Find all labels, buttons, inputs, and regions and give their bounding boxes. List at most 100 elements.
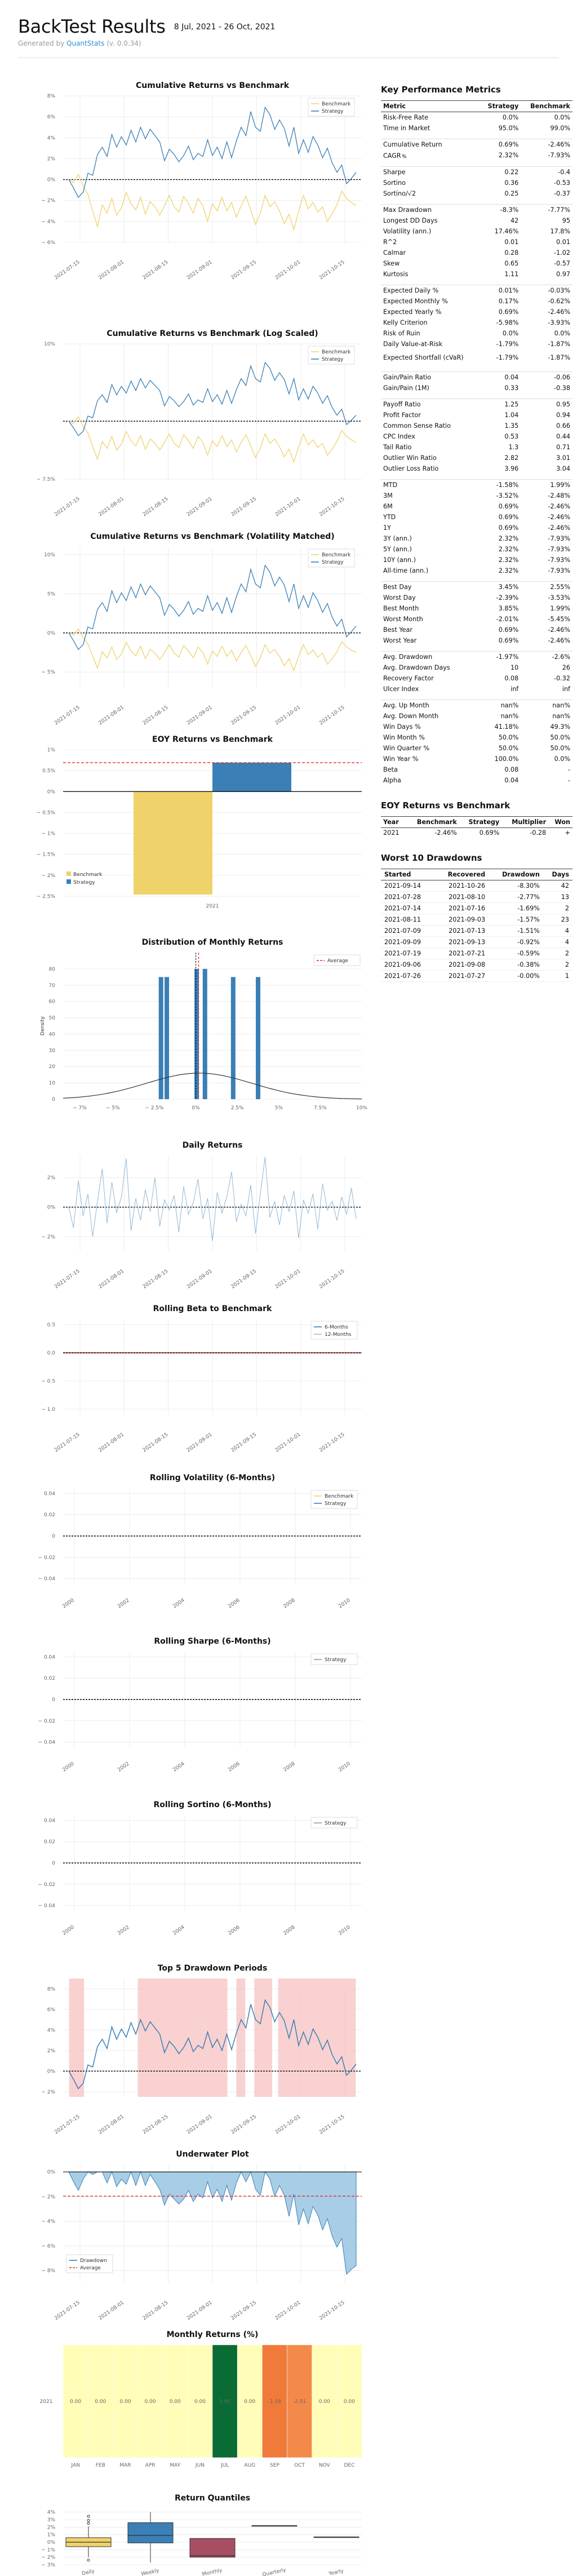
x-tick-label: 2021-09-15 (230, 2114, 258, 2135)
legend-label: Average (327, 958, 348, 964)
y-tick-label: 0% (47, 2540, 56, 2546)
legend-label: Benchmark (322, 552, 351, 558)
metric-row: Avg. Down Month nan% nan% (381, 711, 572, 722)
y-tick-label: 5% (47, 591, 56, 597)
metric-name: Volatility (ann.) (383, 227, 432, 235)
x-tick-label: 2021-10-01 (274, 496, 302, 517)
metric-benchmark-value: -0.53 (554, 179, 570, 187)
metric-name: Avg. Drawdown Days (383, 663, 450, 671)
x-tick-label: NOV (319, 2463, 331, 2468)
legend-label: Strategy (322, 357, 344, 362)
metric-strategy-value: 0.69% (498, 308, 519, 316)
metric-strategy-value: -1.79% (496, 340, 519, 348)
metric-row: CPC Index 0.53 0.44 (381, 431, 572, 442)
metric-row: Best Day 3.45% 2.55% (381, 582, 572, 592)
drawdown-row: 2021-07-26 2021-07-27 -0.00% 1 (381, 970, 572, 982)
drawdown-cell: 4 (543, 925, 572, 937)
metric-row: 10Y (ann.) 2.32% -7.93% (381, 555, 572, 565)
y-tick-label: 0.04 (44, 1818, 55, 1823)
metric-strategy-value: 100.0% (494, 755, 519, 763)
x-tick-label: OCT (294, 2463, 305, 2468)
metric-strategy-value: 0.65 (504, 259, 519, 267)
chart-title: Top 5 Drawdown Periods (158, 1964, 268, 1973)
quantstats-link[interactable]: QuantStats (66, 39, 105, 47)
metric-benchmark-value: inf (562, 685, 570, 693)
eoy-cell: 0.69% (479, 829, 500, 837)
metric-row: CAGR﹪ 2.32% -7.93% (381, 150, 572, 161)
metric-row: Gain/Pain Ratio 0.04 -0.06 (381, 372, 572, 383)
metric-benchmark-value: 1.99% (550, 481, 570, 489)
metric-strategy-value: 3.85% (498, 604, 519, 612)
metric-benchmark-value: - (567, 765, 570, 773)
metric-row: Avg. Drawdown Days 10 26 (381, 662, 572, 673)
x-tick-label: 2000 (61, 1761, 76, 1773)
legend-box (308, 98, 355, 117)
y-tick-label: 0% (47, 2069, 56, 2074)
x-tick-label: 2021-09-01 (186, 2114, 214, 2135)
metric-name: Max Drawdown (383, 206, 432, 214)
generator-version: (v. 0.0.34) (106, 39, 141, 47)
metric-strategy-value: 0.69% (498, 502, 519, 510)
drawdown-period-band (254, 1979, 272, 2097)
eoy-table: Year Benchmark Strategy Multiplier Won 2021 -… (381, 816, 572, 839)
y-tick-label: 0.04 (44, 1654, 55, 1660)
legend-label: Strategy (325, 1657, 347, 1663)
metric-row: Avg. Up Month nan% nan% (381, 700, 572, 711)
metric-row: Cumulative Return 0.69% -2.46% (381, 139, 572, 150)
legend-box (310, 1321, 358, 1340)
metric-benchmark-value: -2.46% (548, 140, 570, 148)
drawdown-cell: 42 (543, 880, 572, 892)
x-tick-label: 2021-08-01 (97, 2300, 125, 2321)
heatmap-cell (187, 2344, 213, 2458)
metric-name: Sortino (383, 179, 406, 187)
x-tick-label: 5% (275, 1105, 283, 1111)
metric-row: 6M 0.69% -2.46% (381, 501, 572, 512)
drawdown-cell: 2021-07-13 (434, 925, 489, 937)
metric-benchmark-value: -0.4 (558, 168, 570, 176)
x-tick-label: 2021-10-01 (274, 705, 302, 726)
y-tick-label: 2% (47, 2525, 56, 2530)
x-tick-label: 2021-07-15 (54, 2300, 81, 2321)
x-tick-label: 2010 (338, 1597, 352, 1609)
heatmap-value: 0.00 (319, 2399, 330, 2405)
x-tick-label: JAN (70, 2463, 79, 2468)
drawdown-row: 2021-07-14 2021-07-16 -1.69% 2 (381, 902, 572, 914)
x-tick-label: 2021-10-15 (318, 705, 346, 726)
metric-row: 1Y 0.69% -2.46% (381, 523, 572, 533)
y-tick-label: 10% (44, 342, 55, 347)
metric-benchmark-value: -2.46% (548, 502, 570, 510)
metric-strategy-value: 0.08 (504, 765, 519, 773)
chart-title: Monthly Returns (%) (167, 2330, 259, 2339)
drawdown-period-band (137, 1979, 228, 2097)
drawdown-cell: 4 (543, 936, 572, 948)
group-separator (381, 393, 572, 399)
metric-benchmark-value: 0.01 (556, 238, 570, 246)
metric-strategy-value: -2.01% (496, 615, 519, 623)
column-header: Drawdown (489, 869, 543, 880)
x-tick-label: 2021-09-15 (230, 259, 258, 281)
y-tick-label: − 4% (41, 219, 55, 225)
strategy-line (68, 106, 357, 198)
legend-label: 6-Months (325, 1325, 348, 1330)
chart-title: Underwater Plot (176, 2150, 249, 2159)
report-title: BackTest Results (18, 16, 166, 37)
heatmap-cell (237, 2344, 263, 2458)
metric-strategy-value: 2.32% (498, 556, 519, 564)
metric-name: 1Y (383, 524, 391, 532)
group-separator (381, 645, 572, 652)
x-tick-label: 2021-09-01 (186, 1268, 214, 1290)
chart-monthly-distribution: Distribution of Monthly Returns 80 70 60 50 4… (18, 936, 373, 1122)
x-tick-label: 2021-09-01 (186, 1432, 214, 1453)
heatmap-value: -2.01 (293, 2399, 306, 2405)
metric-name: Daily Value-at-Risk (383, 340, 443, 348)
x-tick-label: 2021-08-15 (142, 705, 170, 726)
y-tick-label: − 0.5 (41, 1379, 55, 1384)
metric-strategy-value: 0.28 (504, 249, 519, 256)
metric-benchmark-value: -7.93% (548, 152, 570, 159)
heatmap-cell (262, 2344, 287, 2458)
box-body (127, 2522, 174, 2543)
y-tick-label: − 1.5% (37, 852, 56, 858)
x-tick-label: 2021-08-15 (142, 496, 170, 517)
legend-swatch (66, 879, 71, 884)
x-tick-label: Daily (81, 2569, 95, 2576)
